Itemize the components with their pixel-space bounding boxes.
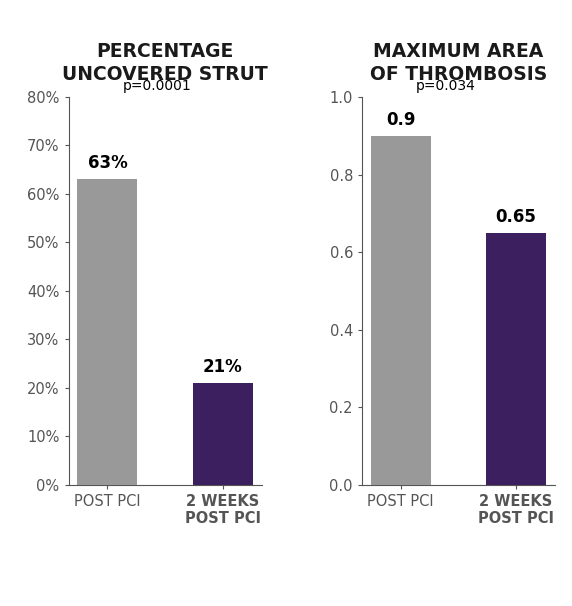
Bar (371, 136, 431, 485)
Bar (486, 233, 546, 485)
Bar (77, 179, 137, 485)
Text: p=0.0001: p=0.0001 (122, 79, 192, 93)
Title: PERCENTAGE
UNCOVERED STRUT: PERCENTAGE UNCOVERED STRUT (62, 42, 268, 84)
Title: MAXIMUM AREA
OF THROMBOSIS: MAXIMUM AREA OF THROMBOSIS (370, 42, 547, 84)
Text: p=0.034: p=0.034 (416, 79, 476, 93)
Text: 63%: 63% (88, 155, 128, 172)
Text: 0.65: 0.65 (495, 208, 537, 225)
Bar (193, 383, 253, 485)
Text: 21%: 21% (203, 358, 243, 376)
Text: 0.9: 0.9 (386, 111, 415, 128)
